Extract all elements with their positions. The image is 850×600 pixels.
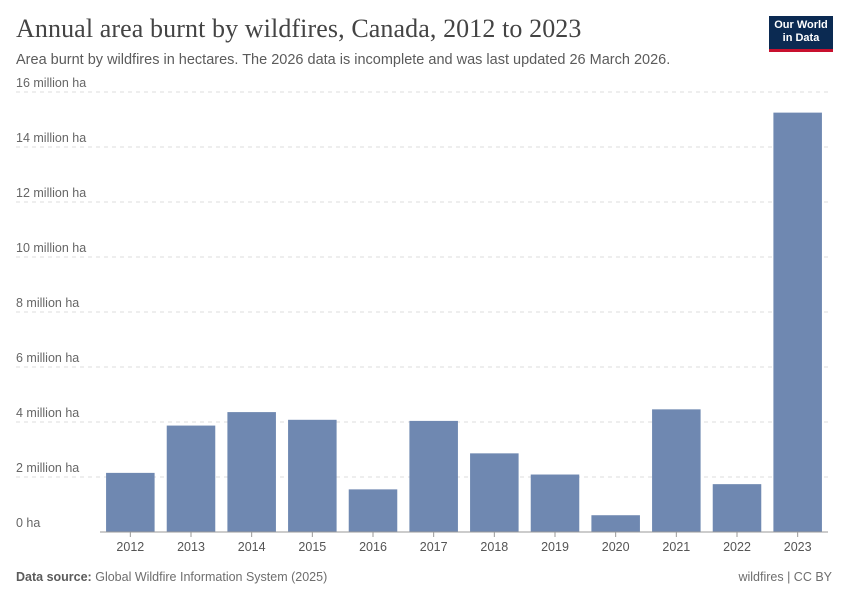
x-tick-label: 2015 (298, 540, 326, 554)
y-tick-label: 2 million ha (16, 461, 79, 475)
y-tick-label: 10 million ha (16, 241, 86, 255)
bar-2018[interactable] (470, 453, 519, 532)
bar-2015[interactable] (288, 419, 337, 532)
bar-2020[interactable] (591, 515, 640, 532)
chart-subtitle: Area burnt by wildfires in hectares. The… (16, 52, 671, 68)
bar-2019[interactable] (530, 474, 580, 532)
bar-2014[interactable] (227, 412, 276, 532)
bar-2021[interactable] (652, 409, 701, 532)
logo-line-1: Our World (774, 19, 828, 31)
x-tick-label: 2014 (238, 540, 266, 554)
bar-2016[interactable] (348, 489, 398, 532)
y-tick-label: 12 million ha (16, 186, 86, 200)
y-tick-label: 6 million ha (16, 351, 79, 365)
x-tick-label: 2013 (177, 540, 205, 554)
x-tick-label: 2018 (480, 540, 508, 554)
license-note[interactable]: wildfires | CC BY (738, 570, 832, 584)
x-tick-label: 2020 (602, 540, 630, 554)
bar-2017[interactable] (409, 420, 458, 532)
y-tick-label: 4 million ha (16, 406, 79, 420)
owid-logo[interactable]: Our World in Data (769, 16, 833, 52)
x-tick-label: 2021 (662, 540, 690, 554)
logo-line-2: in Data (782, 31, 820, 44)
data-source-label: Data source: (16, 570, 92, 584)
chart-title: Annual area burnt by wildfires, Canada, … (16, 14, 582, 43)
x-tick-label: 2022 (723, 540, 751, 554)
bar-2023[interactable] (773, 112, 822, 532)
y-tick-label: 14 million ha (16, 131, 86, 145)
data-source: Data source: Global Wildfire Information… (16, 570, 327, 584)
x-tick-label: 2017 (420, 540, 448, 554)
y-tick-label: 0 ha (16, 516, 40, 530)
bar-2022[interactable] (712, 484, 762, 532)
bar-2012[interactable] (106, 472, 155, 532)
y-tick-label: 8 million ha (16, 296, 79, 310)
y-tick-label: 16 million ha (16, 76, 86, 90)
x-tick-label: 2016 (359, 540, 387, 554)
bar-2013[interactable] (166, 425, 216, 532)
x-tick-label: 2019 (541, 540, 569, 554)
x-tick-label: 2023 (784, 540, 812, 554)
x-tick-label: 2012 (116, 540, 144, 554)
data-source-link[interactable]: Global Wildfire Information System (2025… (95, 570, 328, 584)
